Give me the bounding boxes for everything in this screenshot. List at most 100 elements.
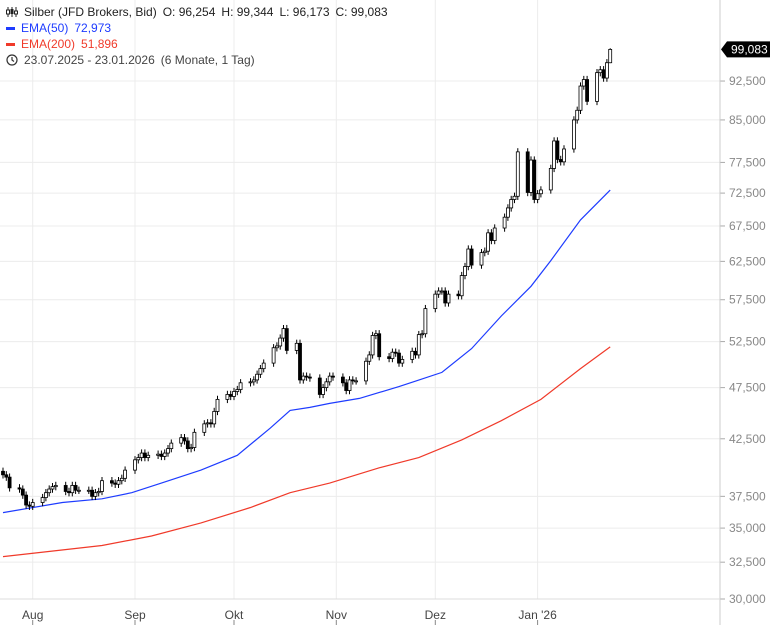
candle-body [601,69,606,79]
y-tick-label: 32,500 [729,555,766,569]
candle-body [261,362,266,370]
x-tick-label: Okt [225,608,244,622]
candle-body [489,232,494,241]
y-tick-label: 42,500 [729,432,766,446]
ohlc-close: C: 99,083 [335,5,388,19]
candle-body [410,350,415,360]
candle-body [166,448,170,454]
date-range: 23.07.2025 - 23.01.2026 [24,53,155,67]
candle-body [397,352,401,364]
candle-body [373,333,378,336]
candle-body [423,308,428,335]
candle-body [420,333,425,336]
candle-body [387,356,392,359]
candle-body [133,459,137,471]
candle-body [354,380,359,383]
candle-body [232,391,236,397]
x-tick-label: Nov [326,608,347,622]
candle-body [77,489,81,492]
candle-body [189,447,194,450]
y-tick-label: 35,000 [729,521,766,535]
candle-body [27,504,32,507]
candle-body [47,488,52,494]
y-tick-label: 72,500 [729,186,766,200]
candle-body [466,248,471,267]
candle-body [585,79,589,102]
clock-icon [6,54,18,66]
ema50-swatch [6,26,15,30]
candle-body [136,457,141,461]
y-tick-label: 67,500 [729,219,766,233]
x-tick-label: Sep [124,608,146,622]
ema50-value: 72,973 [74,21,112,35]
candle-body [304,375,309,378]
candle-body [307,376,312,379]
candle-body [463,266,467,276]
y-tick-label: 62,500 [729,254,766,268]
candle-body [90,489,94,497]
candle-body [238,382,243,390]
candle-body [479,252,484,266]
candle-body [30,502,35,507]
candle-body [578,85,583,111]
chart-legend: Silber (JFD Brokers, Bid) O: 96,254 H: 9… [6,4,388,68]
ema50-label: EMA(50) [21,21,69,35]
candle-body [525,151,530,193]
candle-body [321,387,326,395]
ohlc-open: O: 96,254 [162,5,216,19]
candle-body [271,347,276,364]
y-tick-label: 77,500 [729,155,766,169]
last-price-tag [721,41,770,58]
candle-body [535,193,540,200]
ema200-line [2,346,611,558]
candle-body [212,411,217,425]
candle-body [529,159,533,193]
candle-body [123,469,127,479]
ema200-value: 51,896 [81,37,118,51]
candle-body [446,293,451,304]
candle-body [575,109,580,121]
candle-body [370,335,375,356]
candle-body [350,379,355,382]
candle-body [251,379,256,383]
candle-body [255,373,260,381]
candle-body [562,148,566,163]
candle-body [605,62,609,79]
candle-body [505,207,510,218]
candle-body [555,140,560,160]
candle-body [486,232,491,252]
legend-ema50[interactable]: EMA(50) 72,973 [6,20,388,36]
candle-body [258,368,263,375]
candle-body [469,248,474,266]
candle-body [317,377,322,395]
candle-body [205,422,210,425]
candle-body [502,216,507,229]
candle-body [113,482,118,485]
candle-body [413,350,418,356]
x-tick-label: Dez [425,608,446,622]
candle-body [179,437,184,444]
y-tick-label: 52,500 [729,335,766,349]
candle-body [340,376,345,384]
candle-body [433,293,438,310]
legend-ema200[interactable]: EMA(200) 51,896 [6,36,388,52]
candle-body [436,290,441,295]
candle-body [284,328,289,351]
candle-body [162,452,167,457]
candle-body [67,491,71,494]
candle-body [581,79,586,87]
candle-body [331,375,335,378]
candle-body [53,485,58,488]
candle-body [20,488,25,496]
candle-body [539,189,543,195]
ohlc-high: H: 99,344 [221,5,274,19]
candle-body [169,442,174,450]
candle-body [185,440,190,450]
candle-body [400,359,405,364]
candle-body [119,477,124,482]
candle-body [208,422,213,425]
candle-body [7,476,12,489]
candle-body [281,328,286,339]
candle-body [96,491,101,494]
